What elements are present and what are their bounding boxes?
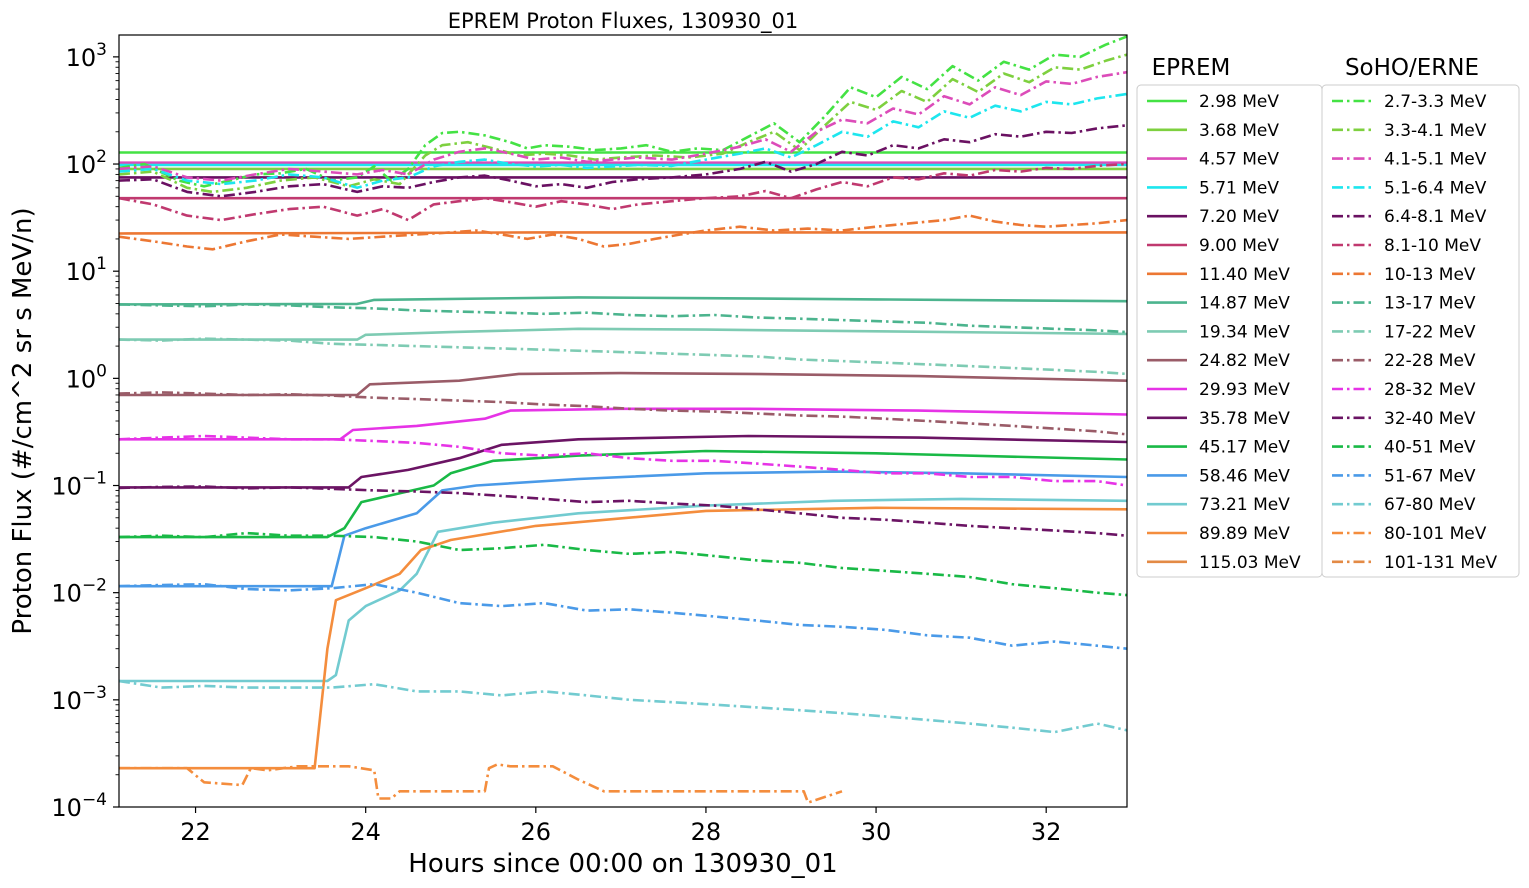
legend-entry: 11.40 MeV — [1199, 265, 1290, 285]
series-line-erne-40-51-mev — [119, 531, 1127, 597]
y-tick-label: 10−3 — [51, 683, 107, 715]
legend-title: EPREM — [1152, 55, 1231, 81]
y-tick-label: 101 — [66, 254, 107, 286]
x-tick-label: 32 — [1031, 818, 1062, 846]
y-tick-label: 102 — [66, 147, 107, 179]
series-line-erne-3-3-4-1-mev — [119, 53, 1127, 194]
series-line-eprem-14-87-mev — [119, 296, 1127, 306]
legend-entry: 8.1-10 MeV — [1384, 236, 1481, 256]
legend-entry: 35.78 MeV — [1199, 409, 1290, 429]
legend-entry: 4.57 MeV — [1199, 150, 1279, 170]
legends: EPREM 2.98 MeV 3.68 MeV 4.57 MeV 5.71 MeV 7.2… — [1136, 55, 1520, 578]
series-line-eprem-29-93-mev — [119, 407, 1127, 441]
y-tick-label: 10−2 — [51, 576, 107, 608]
x-tick-label: 28 — [691, 818, 722, 846]
legend-entry: 5.71 MeV — [1199, 178, 1279, 198]
legend-entry: 9.00 MeV — [1199, 236, 1279, 256]
legend-entry: 7.20 MeV — [1199, 207, 1279, 227]
x-tick-label: 22 — [180, 818, 211, 846]
series-line-erne-51-67-mev — [119, 582, 1127, 650]
series-line-erne-67-80-mev — [119, 679, 1127, 734]
legend-entry: 2.98 MeV — [1199, 92, 1279, 112]
y-tick-label: 10−1 — [51, 469, 107, 501]
x-axis-label: Hours since 00:00 on 130930_01 — [408, 849, 837, 879]
legend-entry: 17-22 MeV — [1384, 322, 1476, 342]
y-tick-label: 10−4 — [51, 790, 107, 822]
series-line-erne-17-22-mev — [119, 337, 1127, 376]
chart-title: EPREM Proton Fluxes, 130930_01 — [448, 9, 799, 34]
legend-entry: 2.7-3.3 MeV — [1384, 92, 1487, 112]
legend-entry: 10-13 MeV — [1384, 265, 1476, 285]
series-line-erne-6-4-8-1-mev — [119, 124, 1127, 198]
y-axis-label: Proton Flux (#/cm^2 sr s MeV/n) — [8, 207, 38, 634]
legend-entry: 89.89 MeV — [1199, 524, 1290, 544]
legend-entry: 32-40 MeV — [1384, 409, 1476, 429]
legend-entry: 45.17 MeV — [1199, 438, 1290, 458]
series-line-eprem-35-78-mev — [119, 434, 1127, 489]
y-tick-label: 100 — [66, 361, 107, 393]
legend-entry: 3.3-4.1 MeV — [1384, 121, 1487, 141]
series-line-erne-80-101-mev — [119, 763, 843, 804]
series-line-eprem-89-89-mev — [119, 506, 1127, 770]
legend-entry: 80-101 MeV — [1384, 524, 1487, 544]
legend-entry: 13-17 MeV — [1384, 294, 1476, 314]
series-lines — [119, 35, 1127, 804]
x-tick-label: 30 — [861, 818, 892, 846]
series-line-erne-22-28-mev — [119, 391, 1127, 436]
series-line-erne-32-40-mev — [119, 485, 1127, 537]
y-tick-label: 103 — [66, 40, 107, 72]
legend-entry: 51-67 MeV — [1384, 466, 1476, 486]
legend-entry: 58.46 MeV — [1199, 466, 1290, 486]
x-tick-label: 24 — [350, 818, 381, 846]
series-line-eprem-19-34-mev — [119, 327, 1127, 341]
legend-entry: 5.1-6.4 MeV — [1384, 178, 1487, 198]
series-line-eprem-24-82-mev — [119, 371, 1127, 397]
legend-soho-erne: SoHO/ERNE 2.7-3.3 MeV 3.3-4.1 MeV 4.1-5.1 M… — [1321, 55, 1520, 578]
legend-entry: 24.82 MeV — [1199, 351, 1290, 371]
plot-area-frame — [118, 34, 1128, 808]
series-line-erne-28-32-mev — [119, 434, 1127, 487]
legend-entry: 22-28 MeV — [1384, 351, 1476, 371]
series-line-erne-2-7-3-3-mev — [119, 35, 1127, 188]
legend-entry: 3.68 MeV — [1199, 121, 1279, 141]
series-line-erne-10-13-mev — [119, 214, 1127, 251]
legend-eprem: EPREM 2.98 MeV 3.68 MeV 4.57 MeV 5.71 MeV 7.2… — [1136, 55, 1323, 578]
series-line-eprem-11-40-mev — [119, 231, 1127, 235]
legend-entry: 6.4-8.1 MeV — [1384, 207, 1487, 227]
legend-entry: 40-51 MeV — [1384, 438, 1476, 458]
legend-entry: 67-80 MeV — [1384, 495, 1476, 515]
series-line-erne-13-17-mev — [119, 303, 1127, 334]
legend-entry: 115.03 MeV — [1199, 553, 1301, 573]
series-line-erne-4-1-5-1-mev — [119, 70, 1127, 182]
series-line-eprem-45-17-mev — [119, 449, 1127, 539]
legend-entry: 19.34 MeV — [1199, 322, 1290, 342]
legend-entry: 101-131 MeV — [1384, 553, 1498, 573]
legend-title: SoHO/ERNE — [1345, 55, 1479, 81]
legend-entry: 29.93 MeV — [1199, 380, 1290, 400]
series-line-eprem-73-21-mev — [119, 497, 1127, 683]
legend-frame — [1321, 84, 1520, 578]
legend-entry: 14.87 MeV — [1199, 294, 1290, 314]
x-tick-label: 26 — [521, 818, 552, 846]
legend-entry: 4.1-5.1 MeV — [1384, 150, 1487, 170]
axis-ticks: 22 24 26 28 30 32 10−4 10−3 10−2 10−1 100 101 102 103 — [51, 40, 1061, 846]
legend-entry: 28-32 MeV — [1384, 380, 1476, 400]
legend-entry: 73.21 MeV — [1199, 495, 1290, 515]
